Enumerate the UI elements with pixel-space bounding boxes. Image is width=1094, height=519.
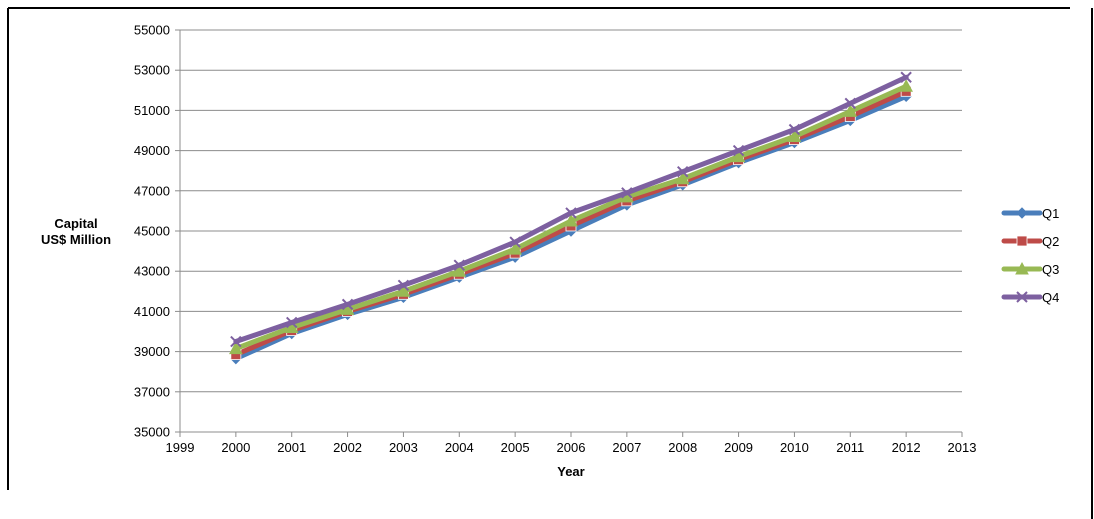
data-point-q4-stroke-b	[621, 187, 633, 199]
legend-item-q4: Q4	[1001, 290, 1059, 305]
legend-marker-q4	[1016, 291, 1028, 303]
x-tick-label: 2006	[557, 440, 586, 455]
data-point-q4	[844, 97, 856, 110]
x-tick-label: 2001	[277, 440, 306, 455]
data-point-q3	[284, 320, 299, 333]
y-tick-label: 37000	[134, 384, 170, 399]
x-tick-label: 2000	[221, 440, 250, 455]
x-tick-label: 2003	[389, 440, 418, 455]
data-point-q4	[900, 71, 912, 83]
data-point-q4	[453, 259, 465, 271]
x-axis-title: Year	[557, 464, 584, 479]
data-point-q4	[230, 335, 242, 348]
legend-marker-q1	[1016, 207, 1028, 219]
data-point-q3	[564, 213, 578, 227]
legend: Q1 Q2 Q3 Q4	[1001, 206, 1059, 305]
x-tick-label: 2007	[612, 440, 641, 455]
data-point-q4	[565, 207, 577, 219]
data-point-q3	[229, 341, 243, 355]
data-point-q4-stroke-b	[453, 259, 465, 271]
axis-labels: Capital US$ Million Year	[41, 216, 585, 479]
legend-label-q1: Q1	[1042, 206, 1059, 221]
data-point-q3	[396, 284, 411, 297]
legend-item-q3: Q3	[1001, 261, 1059, 277]
data-point-q4-stroke-b	[900, 71, 912, 83]
y-tick-label: 41000	[134, 304, 170, 319]
data-point-q4	[286, 316, 298, 329]
series-line-q4	[233, 74, 909, 345]
y-axis-title-line-1: Capital	[54, 216, 97, 231]
x-tick-label: 2009	[724, 440, 753, 455]
data-point-q4	[341, 298, 354, 311]
y-tick-label: 47000	[134, 183, 170, 198]
data-point-q4-stroke-b	[397, 279, 410, 291]
data-point-q4-stroke-b	[341, 298, 354, 311]
data-point-q4	[621, 187, 633, 199]
data-point-q3	[675, 171, 690, 185]
x-tick-label: 2008	[668, 440, 697, 455]
x-tick-label: 2012	[892, 440, 921, 455]
y-axis-title-line-2: US$ Million	[41, 232, 111, 247]
data-point-q4	[732, 144, 745, 157]
data-point-q3	[731, 149, 746, 163]
legend-marker-q3	[1015, 261, 1029, 275]
data-point-q4-stroke-b	[732, 144, 745, 157]
y-tick-label: 35000	[134, 425, 170, 440]
legend-item-q1: Q1	[1001, 206, 1059, 221]
data-point-q4	[509, 236, 521, 248]
data-point-q3	[787, 129, 802, 143]
y-tick-label: 49000	[134, 143, 170, 158]
data-point-q4	[788, 123, 801, 136]
legend-label-q3: Q3	[1042, 262, 1059, 277]
data-point-q4	[397, 279, 410, 291]
y-tick-label: 55000	[134, 23, 170, 38]
y-tick-label: 45000	[134, 224, 170, 239]
data-point-q3	[508, 242, 522, 255]
data-point-q4-stroke-b	[230, 335, 242, 348]
x-tick-label: 2010	[780, 440, 809, 455]
data-point-q3	[452, 264, 467, 277]
series-q4	[230, 71, 912, 348]
data-point-q4-stroke-b	[286, 316, 298, 329]
data-point-q3	[340, 302, 355, 315]
legend-item-q2: Q2	[1001, 234, 1059, 249]
legend-label-q2: Q2	[1042, 234, 1059, 249]
data-point-q4-stroke-b	[677, 165, 689, 178]
data-point-q3	[899, 79, 913, 92]
x-tick-label: 1999	[166, 440, 195, 455]
legend-marker-q4-stroke-b	[1016, 291, 1028, 303]
y-tick-label: 53000	[134, 63, 170, 78]
x-tick-label: 2011	[836, 440, 864, 455]
series-layer	[229, 71, 913, 365]
y-tick-label: 43000	[134, 264, 170, 279]
data-point-q3	[843, 104, 858, 117]
data-point-q4-stroke-b	[509, 236, 521, 248]
x-tick-label: 2004	[445, 440, 474, 455]
data-point-q4	[677, 165, 689, 178]
data-point-q4-stroke-b	[844, 97, 856, 110]
series-q3	[229, 79, 913, 355]
y-tick-label: 51000	[134, 103, 170, 118]
data-point-q4-stroke-b	[565, 207, 577, 219]
axes: 35000 37000 39000 41000 43000 45000 47000 49000…	[134, 23, 977, 456]
legend-label-q4: Q4	[1042, 290, 1059, 305]
y-tick-label: 39000	[134, 344, 170, 359]
x-tick-label: 2002	[333, 440, 362, 455]
x-tick-label: 2005	[501, 440, 530, 455]
gridlines	[180, 29, 962, 393]
frame-border	[7, 7, 1093, 519]
x-tick-label: 2013	[948, 440, 977, 455]
legend-marker-q2	[1016, 235, 1028, 247]
data-point-q4-stroke-b	[788, 123, 801, 136]
